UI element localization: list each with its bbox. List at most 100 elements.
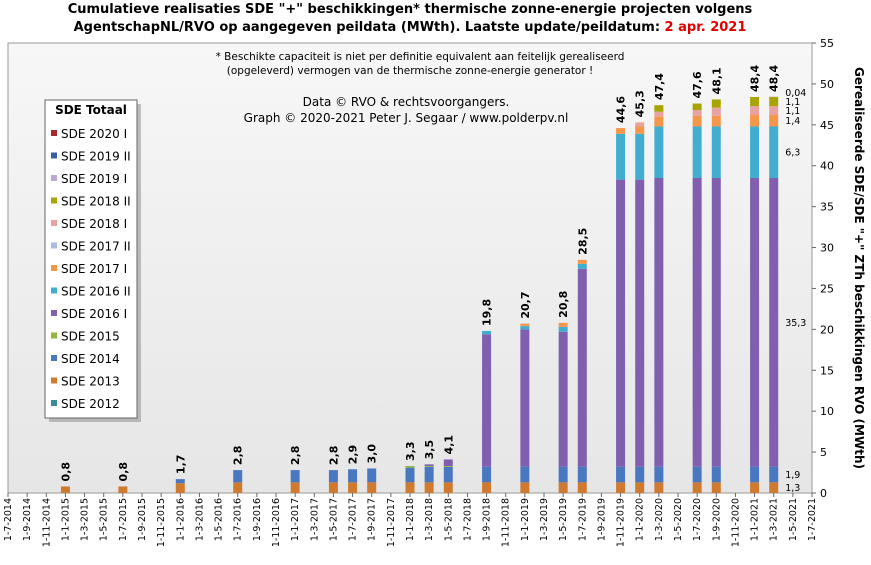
legend-swatch bbox=[51, 355, 57, 361]
bar-segment bbox=[367, 468, 376, 482]
x-tick-label: 1-11-2017 bbox=[386, 498, 397, 547]
bar-segment bbox=[406, 468, 415, 483]
bar-segment bbox=[616, 180, 625, 467]
bar-segment bbox=[712, 108, 721, 116]
total-label: 28,5 bbox=[576, 228, 589, 255]
total-label: 4,1 bbox=[442, 435, 455, 455]
bar-segment bbox=[425, 482, 434, 493]
y-tick-label: 5 bbox=[820, 446, 827, 459]
bar-segment bbox=[367, 482, 376, 493]
x-tick-label: 1-11-2014 bbox=[41, 498, 52, 547]
total-label: 3,3 bbox=[404, 442, 417, 462]
segment-label: 1,9 bbox=[785, 470, 800, 481]
x-tick-label: 1-5-2021 bbox=[788, 498, 799, 541]
y-tick-label: 30 bbox=[820, 242, 834, 255]
bar-segment bbox=[635, 482, 644, 493]
bar-segment bbox=[291, 470, 300, 482]
bar-segment bbox=[635, 180, 644, 467]
legend-swatch bbox=[51, 378, 57, 384]
total-label: 0,8 bbox=[117, 462, 130, 482]
y-tick-label: 35 bbox=[820, 201, 834, 214]
x-tick-label: 1-11-2020 bbox=[730, 498, 741, 547]
x-tick-label: 1-3-2018 bbox=[424, 498, 435, 541]
legend-swatch bbox=[51, 198, 57, 204]
bar-segment bbox=[750, 115, 759, 126]
bar-segment bbox=[559, 332, 568, 467]
y-tick-label: 20 bbox=[820, 323, 834, 336]
legend-swatch bbox=[51, 220, 57, 226]
bar-segment bbox=[693, 116, 702, 127]
bar-segment bbox=[425, 467, 434, 483]
bar-segment bbox=[118, 486, 127, 493]
bar-segment bbox=[712, 178, 721, 467]
bar-segment bbox=[750, 97, 759, 106]
bar-segment bbox=[329, 482, 338, 493]
legend-swatch bbox=[51, 130, 57, 136]
x-tick-label: 1-1-2021 bbox=[750, 498, 761, 541]
chart-title: Cumulatieve realisaties SDE "+" beschikk… bbox=[68, 2, 753, 17]
x-tick-label: 1-7-2021 bbox=[807, 498, 818, 541]
legend-title: SDE Totaal bbox=[55, 103, 127, 117]
bar-segment bbox=[348, 482, 357, 493]
total-label: 2,8 bbox=[327, 446, 340, 466]
y-axis-label: Gerealiseerde SDE/SDE "+" ZTh beschikkin… bbox=[852, 67, 866, 469]
total-label: 47,6 bbox=[691, 71, 704, 98]
x-tick-label: 1-7-2019 bbox=[577, 498, 588, 541]
total-label: 3,5 bbox=[423, 440, 436, 460]
bar-segment bbox=[750, 178, 759, 467]
bar-segment bbox=[425, 464, 434, 466]
bar-segment bbox=[482, 482, 491, 493]
bar-segment bbox=[406, 482, 415, 493]
bar-segment bbox=[578, 269, 587, 467]
bar-segment bbox=[712, 99, 721, 107]
bar-segment bbox=[578, 260, 587, 264]
bar-segment bbox=[520, 482, 529, 493]
bar-segment bbox=[616, 128, 625, 134]
legend-swatch bbox=[51, 243, 57, 249]
bar-segment bbox=[61, 486, 70, 493]
legend-label: SDE 2012 bbox=[61, 397, 120, 411]
total-label: 1,7 bbox=[174, 455, 187, 475]
legend-label: SDE 2019 I bbox=[61, 172, 127, 186]
bar-segment bbox=[233, 482, 242, 493]
bar-segment bbox=[482, 331, 491, 334]
legend-swatch bbox=[51, 175, 57, 181]
bar-segment bbox=[406, 466, 415, 468]
bar-segment bbox=[654, 178, 663, 467]
credit-line: Graph © 2020-2021 Peter J. Segaar / www.… bbox=[244, 111, 569, 125]
legend-swatch bbox=[51, 310, 57, 316]
x-tick-label: 1-5-2018 bbox=[443, 498, 454, 541]
total-label: 2,8 bbox=[289, 446, 302, 466]
legend-label: SDE 2013 bbox=[61, 375, 120, 389]
subtitle-text: AgentschapNL/RVO op aangegeven peildata … bbox=[74, 20, 665, 35]
note-line: (opgeleverd) vermogen van de thermische … bbox=[227, 65, 593, 77]
bar-segment bbox=[559, 482, 568, 493]
credit-line: Data © RVO & rechtsvoorgangers. bbox=[303, 95, 510, 109]
x-tick-label: 1-7-2015 bbox=[118, 498, 129, 541]
bar-segment bbox=[769, 115, 778, 126]
bar-segment bbox=[520, 326, 529, 329]
x-tick-label: 1-3-2016 bbox=[194, 498, 205, 541]
x-tick-label: 1-3-2015 bbox=[80, 498, 91, 541]
total-label: 44,6 bbox=[615, 96, 628, 123]
total-label: 2,8 bbox=[232, 446, 245, 466]
x-tick-label: 1-11-2019 bbox=[616, 498, 627, 547]
segment-label: 1,3 bbox=[785, 483, 800, 494]
x-tick-label: 1-11-2015 bbox=[156, 498, 167, 547]
legend-swatch bbox=[51, 333, 57, 339]
total-label: 3,0 bbox=[366, 444, 379, 464]
y-tick-label: 45 bbox=[820, 119, 834, 132]
x-tick-label: 1-1-2020 bbox=[635, 498, 646, 541]
bar-segment bbox=[482, 334, 491, 467]
total-label: 19,8 bbox=[481, 299, 494, 326]
bar-segment bbox=[616, 482, 625, 493]
legend bbox=[45, 100, 137, 418]
legend-label: SDE 2014 bbox=[61, 352, 120, 366]
bar-segment bbox=[559, 327, 568, 332]
bar-segment bbox=[712, 116, 721, 127]
y-tick-label: 15 bbox=[820, 364, 834, 377]
x-tick-label: 1-7-2017 bbox=[348, 498, 359, 541]
x-tick-label: 1-5-2019 bbox=[558, 498, 569, 541]
bar-segment bbox=[578, 482, 587, 493]
